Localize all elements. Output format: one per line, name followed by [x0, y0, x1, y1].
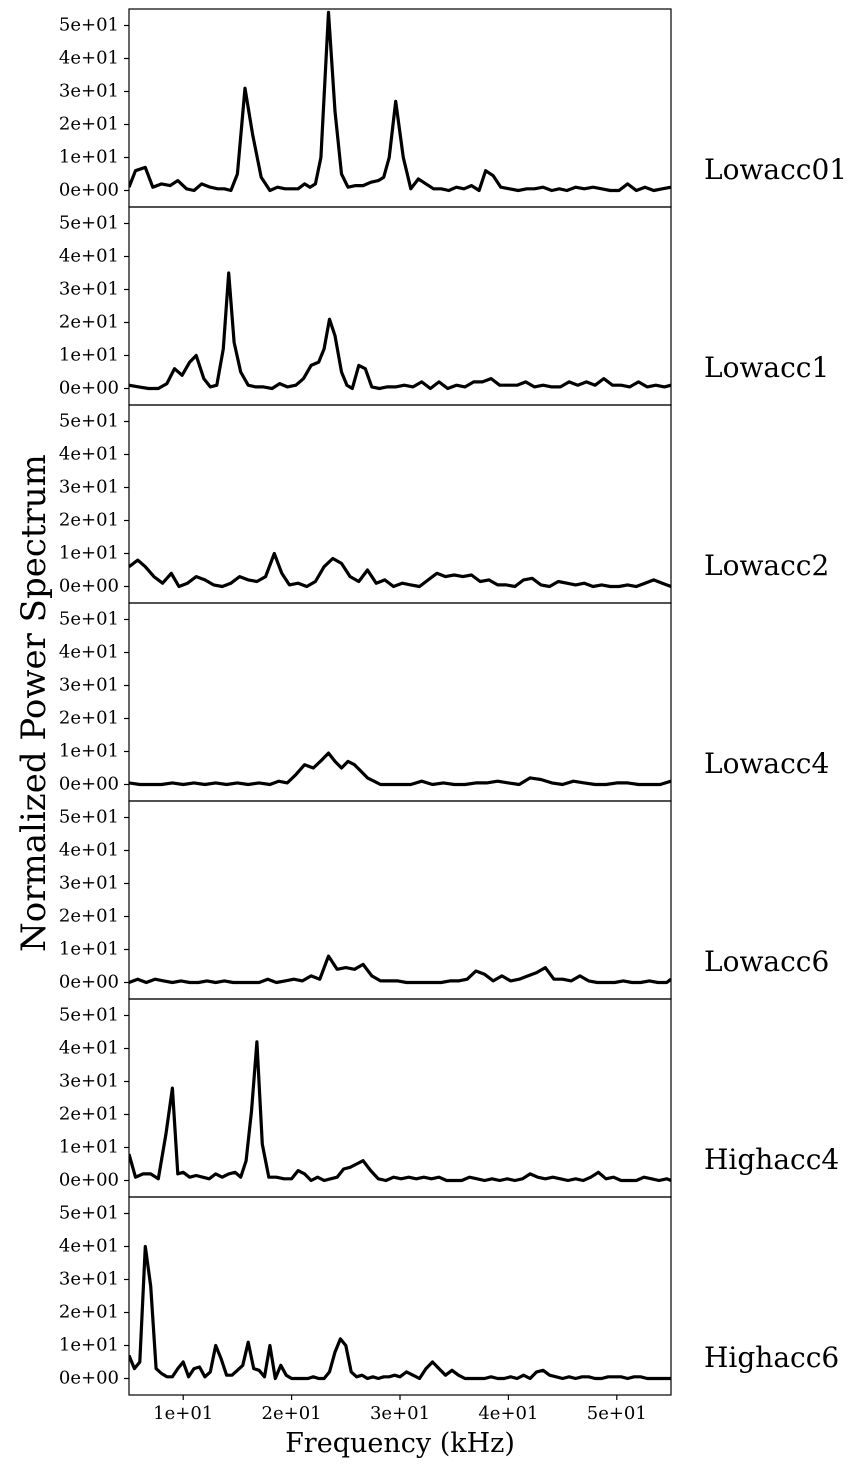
panel-lowacc2: 0e+00 1e+01 2e+01 3e+01 4e+01 5e+01 Lowacc2 — [59, 404, 829, 604]
series-line-lowacc4 — [129, 751, 671, 787]
y-tick-label: 2e+01 — [59, 114, 119, 135]
panel-lowacc6: 0e+00 1e+01 2e+01 3e+01 4e+01 5e+01 Lowacc6 — [59, 800, 829, 1000]
y-tick-label: 0e+00 — [59, 1368, 119, 1389]
y-tick-label: 4e+01 — [59, 444, 119, 465]
series-line-lowacc1 — [129, 271, 671, 391]
panel-frame — [128, 206, 672, 406]
panel-lowacc01: 0e+00 1e+01 2e+01 3e+01 4e+01 5e+01 Lowacc01 — [59, 8, 847, 208]
y-tick-label: 5e+01 — [59, 1005, 119, 1026]
y-tick-label: 5e+01 — [59, 15, 119, 36]
y-tick-label: 4e+01 — [59, 1236, 119, 1257]
panel-frame — [128, 8, 672, 208]
y-tick-label: 1e+01 — [59, 1335, 119, 1356]
series-line-highacc4 — [129, 1040, 671, 1183]
y-tick-label: 1e+01 — [59, 741, 119, 762]
panel-label: Lowacc6 — [704, 945, 829, 978]
panel-frame — [128, 998, 672, 1198]
x-tick-label: 1e+01 — [153, 1403, 213, 1424]
y-tick-label: 3e+01 — [59, 477, 119, 498]
y-tick-label: 4e+01 — [59, 1038, 119, 1059]
y-tick-label: 3e+01 — [59, 873, 119, 894]
y-tick-label: 2e+01 — [59, 906, 119, 927]
y-tick-label: 1e+01 — [59, 939, 119, 960]
y-tick-label: 3e+01 — [59, 81, 119, 102]
series-line-lowacc6 — [129, 954, 671, 985]
panel-frame — [128, 602, 672, 802]
y-tick-label: 0e+00 — [59, 1170, 119, 1191]
y-axis-title: Normalized Power Spectrum — [14, 454, 54, 952]
y-tick-label: 2e+01 — [59, 1104, 119, 1125]
panels-layer: 0e+001e+012e+013e+014e+015e+01Lowacc010e… — [59, 8, 847, 1424]
panel-highacc6: 0e+00 1e+01 2e+01 3e+01 4e+01 5e+01 Highacc6 1e… — [59, 1196, 839, 1424]
y-tick-label: 2e+01 — [59, 1302, 119, 1323]
y-tick-label: 2e+01 — [59, 708, 119, 729]
y-tick-label: 1e+01 — [59, 147, 119, 168]
x-axis-title: Frequency (kHz) — [285, 1428, 515, 1459]
series-line-lowacc2 — [129, 551, 671, 589]
panel-highacc4: 0e+00 1e+01 2e+01 3e+01 4e+01 5e+01 Highacc4 — [59, 998, 839, 1198]
series-line-lowacc01 — [129, 10, 671, 193]
x-tick-label: 2e+01 — [262, 1403, 322, 1424]
y-tick-label: 4e+01 — [59, 840, 119, 861]
panel-label: Highacc4 — [704, 1143, 839, 1176]
y-tick-label: 5e+01 — [59, 213, 119, 234]
y-tick-label: 3e+01 — [59, 279, 119, 300]
panel-label: Lowacc4 — [704, 747, 829, 780]
y-tick-label: 1e+01 — [59, 1137, 119, 1158]
x-tick-label: 5e+01 — [587, 1403, 647, 1424]
panel-label: Lowacc1 — [704, 351, 829, 384]
y-tick-label: 1e+01 — [59, 543, 119, 564]
y-tick-label: 5e+01 — [59, 411, 119, 432]
panel-frame — [128, 404, 672, 604]
panel-frame — [128, 800, 672, 1000]
y-tick-label: 0e+00 — [59, 774, 119, 795]
panel-label: Lowacc2 — [704, 549, 829, 582]
y-tick-label: 4e+01 — [59, 246, 119, 267]
y-tick-label: 1e+01 — [59, 345, 119, 366]
y-tick-label: 5e+01 — [59, 807, 119, 828]
y-tick-label: 0e+00 — [59, 972, 119, 993]
y-tick-label: 0e+00 — [59, 180, 119, 201]
panel-label: Highacc6 — [704, 1341, 839, 1374]
y-tick-label: 5e+01 — [59, 1203, 119, 1224]
y-tick-label: 3e+01 — [59, 1269, 119, 1290]
y-tick-label: 0e+00 — [59, 378, 119, 399]
y-tick-label: 5e+01 — [59, 609, 119, 630]
y-tick-label: 4e+01 — [59, 642, 119, 663]
y-tick-label: 0e+00 — [59, 576, 119, 597]
y-tick-label: 4e+01 — [59, 48, 119, 69]
panel-lowacc4: 0e+00 1e+01 2e+01 3e+01 4e+01 5e+01 Lowacc4 — [59, 602, 829, 802]
y-tick-label: 2e+01 — [59, 510, 119, 531]
x-tick-label: 3e+01 — [370, 1403, 430, 1424]
y-tick-label: 3e+01 — [59, 1071, 119, 1092]
x-tick-label: 4e+01 — [478, 1403, 538, 1424]
y-tick-label: 2e+01 — [59, 312, 119, 333]
series-line-highacc6 — [129, 1244, 671, 1381]
panel-lowacc1: 0e+00 1e+01 2e+01 3e+01 4e+01 5e+01 Lowacc1 — [59, 206, 829, 406]
panel-label: Lowacc01 — [704, 153, 847, 186]
y-tick-label: 3e+01 — [59, 675, 119, 696]
